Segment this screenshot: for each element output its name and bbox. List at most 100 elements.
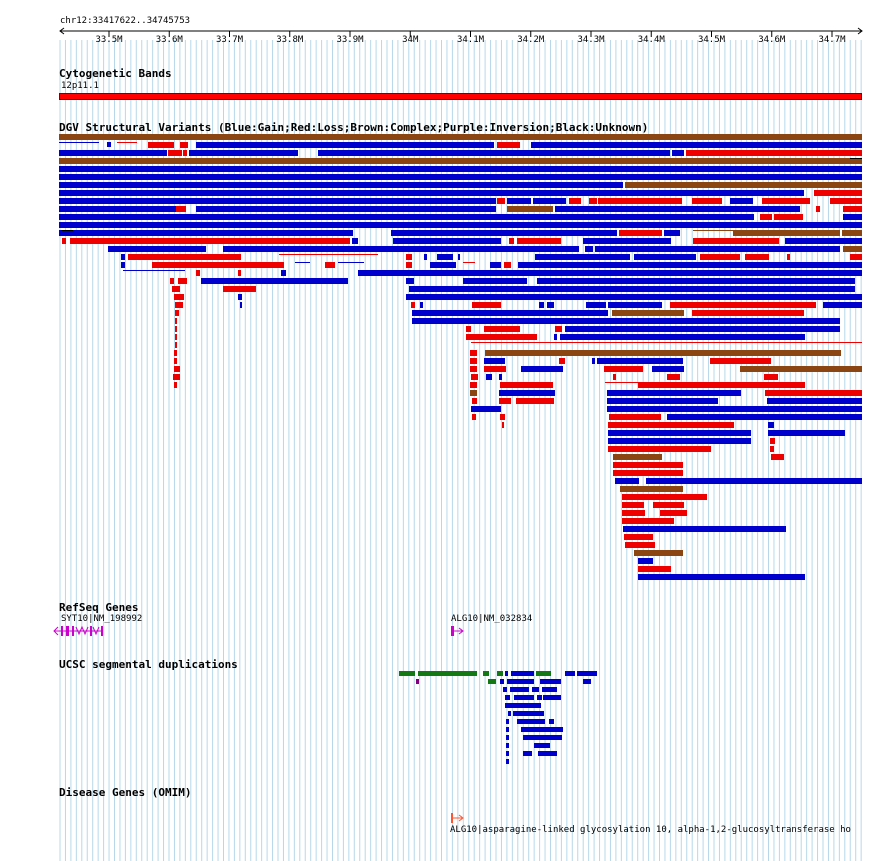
dgv-variant[interactable] <box>667 414 862 420</box>
dgv-variant[interactable] <box>472 398 477 404</box>
dgv-variant[interactable] <box>485 350 841 356</box>
dgv-variant[interactable] <box>406 294 862 300</box>
dgv-variant[interactable] <box>176 206 186 212</box>
dgv-variant[interactable] <box>700 254 740 260</box>
dgv-variant[interactable] <box>638 382 805 388</box>
dgv-variant[interactable] <box>615 478 639 484</box>
dgv-variant[interactable] <box>406 262 412 268</box>
dgv-variant[interactable] <box>787 254 790 260</box>
dgv-variant[interactable] <box>517 238 561 244</box>
dgv-variant[interactable] <box>59 134 862 140</box>
dgv-variant[interactable] <box>607 390 741 396</box>
omim-gene-alg10[interactable] <box>450 812 466 824</box>
dgv-variant[interactable] <box>608 430 751 436</box>
dgv-variant[interactable] <box>174 358 177 364</box>
dgv-variant[interactable] <box>174 350 177 356</box>
dgv-variant[interactable] <box>507 206 553 212</box>
dgv-variant[interactable] <box>484 366 506 372</box>
dgv-variant[interactable] <box>768 430 845 436</box>
dgv-variant[interactable] <box>638 574 805 580</box>
dgv-variant[interactable] <box>466 326 471 332</box>
dgv-variant[interactable] <box>59 206 176 212</box>
dgv-variant[interactable] <box>484 326 520 332</box>
dgv-variant[interactable] <box>814 190 862 196</box>
segmental-duplication[interactable] <box>506 759 509 764</box>
dgv-variant[interactable] <box>560 334 805 340</box>
refseq-gene-syt10[interactable] <box>52 624 108 638</box>
dgv-variant[interactable] <box>424 254 427 260</box>
dgv-variant[interactable] <box>352 238 358 244</box>
ruler-axis[interactable] <box>58 27 864 39</box>
dgv-variant[interactable] <box>172 286 180 292</box>
dgv-variant[interactable] <box>565 326 840 332</box>
dgv-variant[interactable] <box>59 230 353 236</box>
dgv-variant[interactable] <box>500 382 553 388</box>
dgv-variant[interactable] <box>470 366 477 372</box>
dgv-variant[interactable] <box>107 142 111 147</box>
dgv-variant[interactable] <box>174 382 177 388</box>
dgv-variant[interactable] <box>499 374 502 380</box>
dgv-variant[interactable] <box>770 438 775 444</box>
dgv-variant[interactable] <box>559 358 565 364</box>
dgv-variant[interactable] <box>472 302 501 308</box>
dgv-variant[interactable] <box>619 230 662 236</box>
segmental-duplication[interactable] <box>506 719 509 724</box>
dgv-variant[interactable] <box>148 142 174 148</box>
segmental-duplication[interactable] <box>583 679 591 684</box>
dgv-variant[interactable] <box>733 230 840 236</box>
segmental-duplication[interactable] <box>521 727 563 732</box>
dgv-variant[interactable] <box>472 414 476 420</box>
dgv-variant[interactable] <box>531 142 862 148</box>
dgv-variant[interactable] <box>411 302 415 308</box>
segmental-duplication[interactable] <box>542 687 557 692</box>
segmental-duplication[interactable] <box>505 695 510 700</box>
segmental-duplication[interactable] <box>418 671 477 676</box>
dgv-variant[interactable] <box>497 142 520 148</box>
dgv-variant[interactable] <box>499 398 511 404</box>
segmental-duplication[interactable] <box>523 751 532 756</box>
dgv-variant[interactable] <box>173 374 180 380</box>
dgv-variant[interactable] <box>547 302 554 308</box>
dgv-variant[interactable] <box>622 502 644 508</box>
dgv-variant[interactable] <box>843 246 862 252</box>
dgv-variant[interactable] <box>608 302 662 308</box>
omim-gene-label[interactable]: ALG10|asparagine-linked glycosylation 10… <box>450 825 851 835</box>
segmental-duplication[interactable] <box>514 695 534 700</box>
dgv-variant[interactable] <box>710 358 771 364</box>
dgv-variant[interactable] <box>471 406 501 412</box>
dgv-variant[interactable] <box>59 150 167 156</box>
dgv-variant[interactable] <box>175 302 183 308</box>
dgv-variant[interactable] <box>693 238 779 244</box>
dgv-variant[interactable] <box>608 438 751 444</box>
dgv-variant[interactable] <box>554 334 557 340</box>
dgv-variant[interactable] <box>59 166 862 172</box>
dgv-variant[interactable] <box>59 214 754 220</box>
dgv-variant[interactable] <box>762 198 810 204</box>
dgv-variant[interactable] <box>409 286 855 292</box>
dgv-variant[interactable] <box>660 510 687 516</box>
dgv-variant[interactable] <box>121 254 125 260</box>
segmental-duplication[interactable] <box>511 671 534 676</box>
dgv-variant[interactable] <box>281 270 286 276</box>
segmental-duplication[interactable] <box>497 671 503 676</box>
dgv-variant[interactable] <box>609 414 661 420</box>
dgv-variant[interactable] <box>589 198 597 204</box>
segmental-duplication[interactable] <box>507 679 534 684</box>
dgv-variant[interactable] <box>607 398 718 404</box>
dgv-variant[interactable] <box>622 494 707 500</box>
dgv-variant[interactable] <box>470 382 477 388</box>
dgv-variant[interactable] <box>625 542 655 548</box>
dgv-variant[interactable] <box>634 550 683 556</box>
dgv-variant[interactable] <box>412 318 840 324</box>
dgv-variant[interactable] <box>653 502 684 508</box>
dgv-variant[interactable] <box>470 350 477 356</box>
refseq-gene-alg10[interactable] <box>450 625 466 637</box>
dgv-variant[interactable] <box>595 246 840 252</box>
dgv-variant[interactable] <box>850 254 862 260</box>
dgv-variant[interactable] <box>823 302 862 308</box>
dgv-variant[interactable] <box>745 254 769 260</box>
segmental-duplication[interactable] <box>505 703 541 708</box>
segmental-duplication[interactable] <box>534 743 550 748</box>
dgv-variant[interactable] <box>585 246 593 252</box>
dgv-variant[interactable] <box>620 486 683 492</box>
